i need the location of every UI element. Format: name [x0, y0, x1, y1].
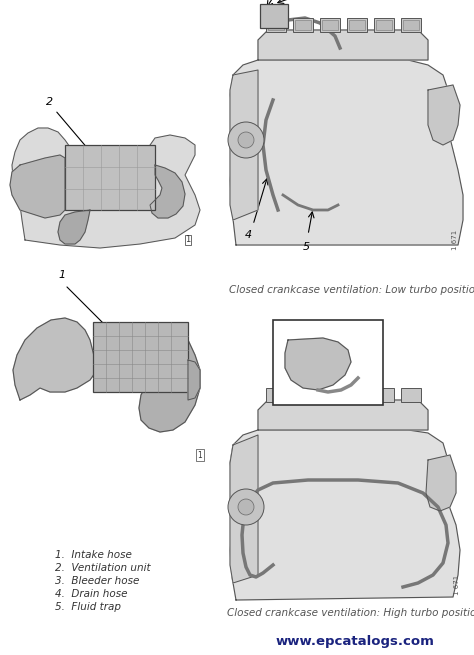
- Polygon shape: [428, 85, 460, 145]
- Bar: [349, 20, 365, 30]
- Polygon shape: [230, 70, 258, 220]
- Text: 2: 2: [46, 97, 54, 107]
- Bar: [93, 322, 188, 392]
- Circle shape: [228, 122, 264, 158]
- Circle shape: [228, 489, 264, 525]
- Text: 1.  Intake hose: 1. Intake hose: [55, 550, 132, 560]
- Bar: [65, 145, 155, 210]
- Polygon shape: [258, 30, 428, 60]
- Polygon shape: [150, 165, 185, 218]
- Bar: [293, 18, 313, 32]
- Polygon shape: [188, 360, 200, 400]
- Bar: [260, 4, 288, 28]
- Polygon shape: [139, 340, 200, 432]
- Polygon shape: [12, 128, 200, 248]
- Polygon shape: [10, 155, 65, 218]
- Bar: [295, 20, 311, 30]
- Bar: [293, 388, 313, 402]
- Text: 1: 1: [58, 270, 65, 280]
- Polygon shape: [230, 430, 460, 600]
- Text: 5: 5: [302, 242, 310, 252]
- Text: Closed crankcase ventilation: Low turbo position: Closed crankcase ventilation: Low turbo …: [228, 285, 474, 295]
- Text: 1 671: 1 671: [454, 574, 460, 595]
- Text: 4: 4: [245, 230, 252, 240]
- Bar: [347, 18, 367, 32]
- Circle shape: [238, 499, 254, 515]
- Bar: [268, 20, 284, 30]
- Bar: [376, 20, 392, 30]
- Text: 3.  Bleeder hose: 3. Bleeder hose: [55, 576, 139, 586]
- Bar: [403, 20, 419, 30]
- Bar: [374, 18, 394, 32]
- Text: www.epcatalogs.com: www.epcatalogs.com: [275, 635, 435, 648]
- Bar: [401, 388, 421, 402]
- Text: 4.  Drain hose: 4. Drain hose: [55, 589, 128, 599]
- Polygon shape: [58, 210, 90, 244]
- Polygon shape: [230, 60, 463, 245]
- Text: Closed crankcase ventilation: High turbo position: Closed crankcase ventilation: High turbo…: [227, 608, 474, 618]
- Polygon shape: [13, 318, 97, 400]
- Polygon shape: [258, 400, 428, 430]
- Polygon shape: [426, 455, 456, 511]
- Text: 1: 1: [185, 236, 191, 244]
- Bar: [320, 18, 340, 32]
- Bar: [266, 388, 286, 402]
- Text: 2.  Ventilation unit: 2. Ventilation unit: [55, 563, 151, 573]
- Polygon shape: [230, 435, 258, 583]
- Bar: [273, 320, 383, 405]
- Text: 5.  Fluid trap: 5. Fluid trap: [55, 602, 121, 612]
- Polygon shape: [285, 338, 351, 390]
- Text: 1 671: 1 671: [452, 230, 458, 250]
- Bar: [322, 20, 338, 30]
- Text: 1: 1: [198, 451, 202, 460]
- Bar: [347, 388, 367, 402]
- Bar: [320, 388, 340, 402]
- Bar: [266, 18, 286, 32]
- Bar: [374, 388, 394, 402]
- Bar: [401, 18, 421, 32]
- Circle shape: [238, 132, 254, 148]
